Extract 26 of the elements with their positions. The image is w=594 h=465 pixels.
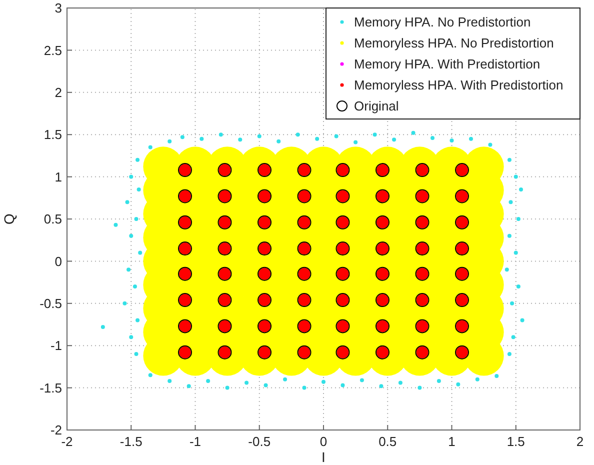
y-tick-label: 0 (54, 254, 62, 269)
x-tick-label: 1 (448, 434, 456, 449)
legend-label: Memoryless HPA. No Predistortion (354, 36, 554, 51)
y-tick-label: 1.5 (44, 127, 62, 142)
x-axis-title: I (322, 449, 326, 465)
y-tick-label: 2 (54, 84, 62, 100)
x-tick-label: 0.5 (378, 434, 397, 449)
legend-label: Original (354, 98, 399, 114)
y-tick-label: 0.5 (44, 212, 62, 227)
x-tick-label: 0 (320, 434, 328, 449)
y-tick-label: -2 (50, 422, 62, 438)
legend-label: Memory HPA. With Predistortion (354, 56, 540, 72)
legend-label: Memoryless HPA. With Predistortion (354, 78, 564, 93)
x-tick-label: -1.5 (120, 434, 142, 449)
y-tick-label: 2.5 (44, 42, 62, 58)
y-tick-label: -1.5 (40, 380, 62, 396)
y-tick-label: -1 (50, 338, 62, 354)
x-tick-label: -1 (189, 434, 202, 449)
y-tick-label: 1 (54, 169, 62, 184)
legend-label: Memory HPA. No Predistortion (354, 14, 531, 30)
x-tick-label: 2 (576, 434, 584, 449)
y-tick-label: 3 (54, 0, 62, 16)
y-tick-label: -0.5 (40, 296, 62, 311)
x-tick-label: 1.5 (506, 434, 525, 449)
x-tick-label: -0.5 (248, 434, 271, 449)
y-axis-title: Q (1, 213, 17, 224)
